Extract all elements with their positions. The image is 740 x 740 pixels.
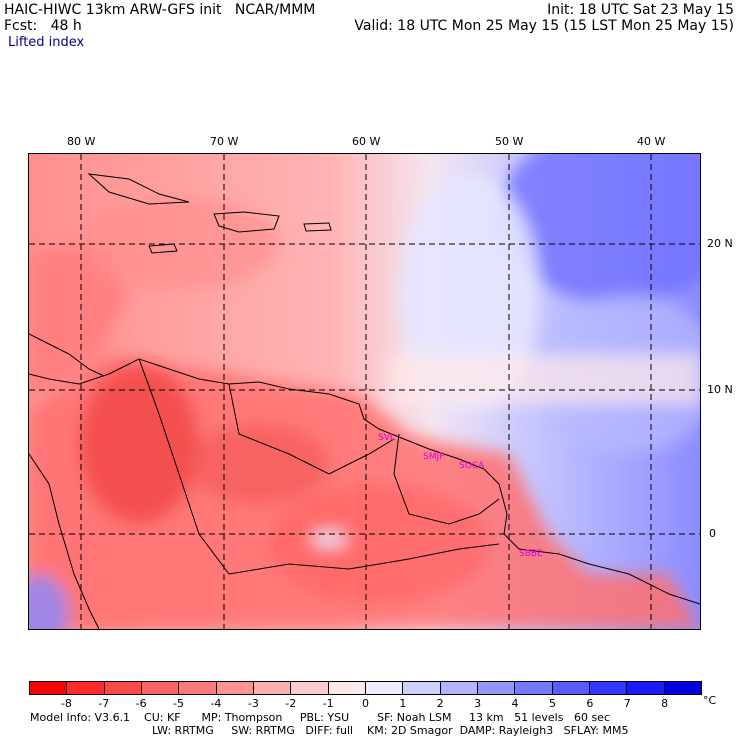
valid-time: Valid: 18 UTC Mon 25 May 15 (15 LST Mon … — [354, 18, 734, 34]
colorbar-segment — [589, 682, 628, 694]
field-name: Lifted index — [8, 35, 85, 50]
colorbar-segment — [253, 682, 292, 694]
model-title: HAIC-HIWC 13km ARW-GFS init NCAR/MMM — [4, 2, 316, 18]
coastline-south-america — [29, 358, 700, 605]
lifted-index-map: SVL SMJP SOCA SBBE — [28, 153, 701, 630]
coastline-cuba — [87, 173, 190, 205]
colorbar-segment — [30, 682, 68, 694]
colorbar-segment — [141, 682, 180, 694]
lon-label-80w: 80 W — [67, 135, 96, 148]
colorbar-tick-label: -3 — [247, 697, 259, 710]
colorbar-segment — [515, 682, 553, 694]
stable-spot-lake — [311, 531, 347, 547]
colorbar-segment — [365, 682, 404, 694]
colorbar-tick-label: -8 — [60, 697, 72, 710]
colorbar-segment — [328, 682, 366, 694]
colorbar-segment — [477, 682, 516, 694]
colorbar-tick-label: -6 — [135, 697, 147, 710]
colorbar-tick-label: 6 — [586, 697, 594, 710]
colorbar-segment — [552, 682, 590, 694]
colorbar-tick-label: 4 — [511, 697, 519, 710]
station-label-sbbe: SBBE — [519, 549, 543, 559]
coastline-hispaniola — [213, 211, 280, 233]
colorbar-segment — [664, 682, 701, 694]
unstable-core-andes — [79, 364, 199, 524]
lat-label-equator: 0 — [709, 527, 716, 540]
coastline-panama — [29, 333, 105, 377]
lon-label-50w: 50 W — [495, 135, 524, 148]
colorbar-unit: °C — [703, 694, 717, 707]
map-canvas — [29, 154, 700, 629]
station-label-svl: SVL — [378, 433, 395, 443]
colorbar-segment — [67, 682, 105, 694]
init-time: Init: 18 UTC Sat 23 May 15 — [547, 2, 734, 18]
forecast-hour: Fcst: 48 h — [4, 18, 82, 34]
amazon-river — [228, 543, 500, 575]
neutral-band — [389, 354, 700, 404]
lat-label-10n: 10 N — [707, 383, 733, 396]
colorbar-tick-label: 3 — [474, 697, 482, 710]
colorbar — [29, 681, 702, 695]
colorbar-tick-label: -5 — [173, 697, 185, 710]
colorbar-tick-label: 7 — [623, 697, 631, 710]
border-venezuela — [228, 383, 395, 475]
unstable-core-amazon — [269, 484, 489, 604]
model-info-line1: Model Info: V3.6.1 CU: KF MP: Thompson P… — [30, 711, 610, 724]
border-colombia — [138, 358, 230, 575]
stable-zone-ne — [499, 154, 700, 304]
colorbar-tick-label: 2 — [436, 697, 444, 710]
station-label-soca: SOCA — [459, 461, 485, 471]
station-label-smjp: SMJP — [423, 452, 445, 462]
colorbar-segment — [403, 682, 441, 694]
model-info-line2: LW: RRTMG SW: RRTMG DIFF: full KM: 2D Sm… — [152, 724, 629, 737]
lon-label-40w: 40 W — [637, 135, 666, 148]
lon-label-70w: 70 W — [210, 135, 239, 148]
colorbar-tick-label: 1 — [399, 697, 407, 710]
colorbar-tick-label: -1 — [322, 697, 334, 710]
border-guianas — [393, 433, 500, 525]
colorbar-segment — [104, 682, 142, 694]
colorbar-tick-label: -7 — [98, 697, 110, 710]
colorbar-tick-label: 0 — [362, 697, 369, 710]
colorbar-tick-label: -2 — [285, 697, 297, 710]
stable-zone-pacific — [29, 574, 69, 629]
unstable-region-central-america — [29, 244, 129, 394]
lon-label-60w: 60 W — [352, 135, 381, 148]
colorbar-segment — [179, 682, 217, 694]
coastline-pacific — [29, 453, 100, 629]
colorbar-segment — [627, 682, 665, 694]
colorbar-segment — [291, 682, 329, 694]
coastline-jamaica — [148, 243, 178, 254]
coastline-puerto-rico — [303, 222, 332, 232]
lat-label-20n: 20 N — [707, 237, 733, 250]
colorbar-tick-label: 8 — [661, 697, 669, 710]
colorbar-tick-label: 5 — [548, 697, 556, 710]
colorbar-segment — [440, 682, 478, 694]
colorbar-tick-label: -4 — [210, 697, 222, 710]
colorbar-segment — [216, 682, 254, 694]
graticule — [29, 154, 700, 629]
